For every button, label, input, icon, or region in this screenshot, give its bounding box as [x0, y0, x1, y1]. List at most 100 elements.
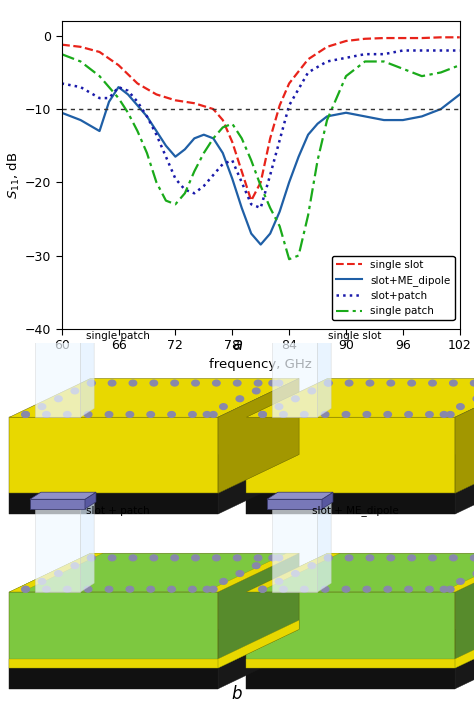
single patch — [173, 200, 178, 209]
Circle shape — [456, 578, 464, 584]
Line: single patch: single patch — [62, 54, 460, 259]
Polygon shape — [246, 659, 455, 668]
slot+patch — [163, 153, 169, 161]
Circle shape — [64, 411, 71, 417]
Circle shape — [471, 380, 474, 386]
Circle shape — [234, 555, 241, 561]
Polygon shape — [272, 500, 331, 509]
single slot — [78, 42, 83, 51]
single slot — [210, 105, 216, 113]
single slot — [239, 167, 245, 175]
slot+ME_dipole — [154, 127, 159, 135]
Polygon shape — [35, 500, 94, 509]
Text: slot + ME_dipole: slot + ME_dipole — [311, 505, 398, 516]
single patch — [106, 83, 112, 91]
Circle shape — [213, 380, 220, 386]
Circle shape — [325, 380, 332, 386]
Polygon shape — [455, 378, 474, 493]
Circle shape — [308, 563, 316, 568]
Polygon shape — [30, 499, 85, 509]
slot+patch — [305, 68, 311, 76]
Polygon shape — [272, 334, 318, 417]
single slot — [267, 134, 273, 143]
single patch — [229, 119, 235, 128]
Polygon shape — [246, 493, 455, 514]
Polygon shape — [218, 378, 299, 493]
Circle shape — [192, 380, 199, 386]
slot+ME_dipole — [305, 131, 311, 139]
Polygon shape — [81, 325, 94, 417]
Circle shape — [471, 555, 474, 561]
Polygon shape — [246, 553, 474, 592]
single patch — [296, 251, 301, 259]
Text: b: b — [232, 685, 242, 703]
Circle shape — [346, 555, 353, 561]
Circle shape — [450, 555, 457, 561]
slot+patch — [457, 46, 463, 54]
Circle shape — [384, 411, 392, 417]
single patch — [182, 189, 188, 197]
single slot — [116, 61, 121, 69]
Circle shape — [366, 380, 374, 386]
Polygon shape — [246, 629, 474, 668]
Polygon shape — [246, 592, 455, 668]
single patch — [163, 197, 169, 205]
Circle shape — [22, 586, 29, 592]
slot+patch — [248, 200, 254, 209]
slot+patch — [173, 175, 178, 183]
slot+ME_dipole — [78, 116, 83, 124]
Circle shape — [292, 571, 299, 576]
Circle shape — [275, 380, 283, 386]
Circle shape — [269, 380, 276, 386]
slot+patch — [324, 57, 330, 66]
Circle shape — [71, 563, 79, 568]
Circle shape — [363, 411, 371, 417]
Polygon shape — [272, 509, 318, 592]
slot+ME_dipole — [457, 90, 463, 99]
slot+ME_dipole — [125, 90, 131, 99]
slot+ME_dipole — [191, 134, 197, 143]
slot+patch — [97, 94, 102, 103]
slot+patch — [267, 170, 273, 179]
Circle shape — [129, 555, 137, 561]
Circle shape — [301, 586, 308, 592]
Circle shape — [429, 555, 436, 561]
slot+ME_dipole — [362, 112, 368, 121]
single patch — [267, 204, 273, 212]
single patch — [419, 72, 425, 81]
slot+patch — [381, 50, 387, 59]
Circle shape — [387, 555, 394, 561]
single slot — [191, 99, 197, 107]
slot+ME_dipole — [296, 153, 301, 161]
Circle shape — [346, 380, 353, 386]
Polygon shape — [9, 553, 103, 592]
single patch — [210, 134, 216, 143]
Polygon shape — [218, 553, 299, 668]
Circle shape — [408, 380, 415, 386]
Circle shape — [280, 411, 287, 417]
Polygon shape — [246, 455, 474, 493]
single patch — [286, 255, 292, 264]
X-axis label: frequency, GHz: frequency, GHz — [210, 358, 312, 370]
slot+ME_dipole — [239, 204, 245, 212]
Circle shape — [203, 411, 211, 417]
slot+ME_dipole — [220, 148, 226, 157]
Circle shape — [255, 555, 262, 561]
slot+patch — [154, 131, 159, 139]
slot+ME_dipole — [438, 105, 444, 113]
Circle shape — [473, 396, 474, 402]
slot+ME_dipole — [116, 83, 121, 91]
Circle shape — [325, 380, 332, 386]
single slot — [343, 37, 349, 45]
Circle shape — [292, 396, 299, 402]
single slot — [248, 197, 254, 205]
Circle shape — [275, 404, 283, 409]
slot+patch — [286, 101, 292, 110]
slot+patch — [106, 94, 112, 103]
slot+patch — [201, 182, 207, 190]
Polygon shape — [318, 325, 331, 417]
Circle shape — [253, 388, 260, 394]
Polygon shape — [30, 492, 96, 499]
single slot — [305, 55, 311, 64]
slot+patch — [78, 83, 83, 91]
